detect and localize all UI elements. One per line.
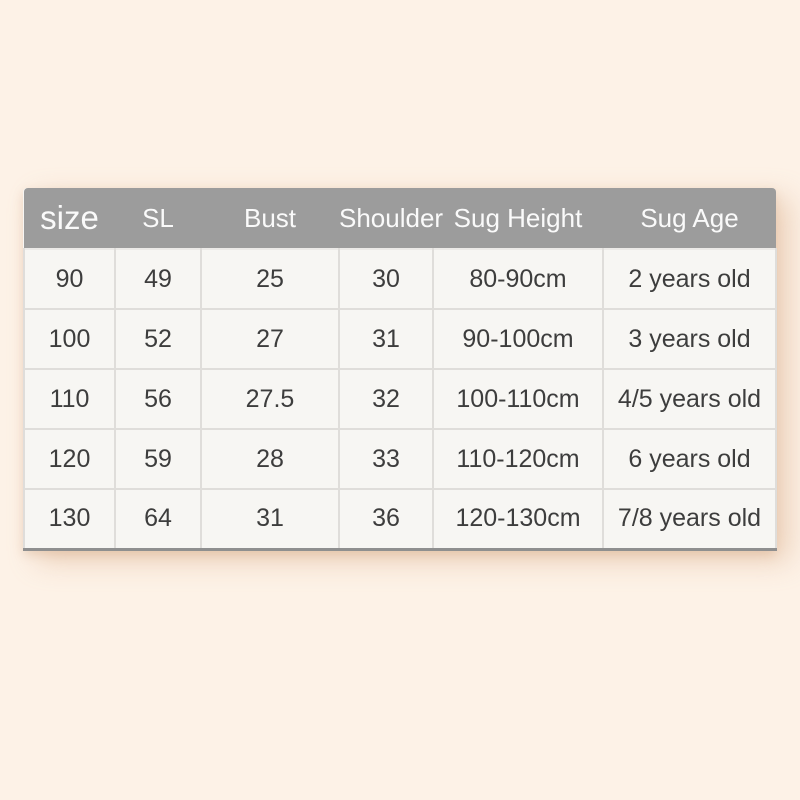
table-cell-size: 90: [23, 248, 116, 310]
table-cell-sug-height: 90-100cm: [433, 309, 604, 370]
table-cell-shoulder: 36: [339, 489, 434, 551]
table-cell-bust: 31: [201, 489, 340, 551]
column-header-sug-age: Sug Age: [603, 188, 776, 249]
table-cell-bust: 25: [201, 248, 340, 310]
column-header-sug-height: Sug Height: [433, 188, 603, 249]
table-row: 120 59 28 33 110-120cm 6 years old: [23, 429, 777, 490]
table-cell-bust: 28: [201, 429, 340, 490]
table-cell-sug-height: 120-130cm: [433, 489, 604, 551]
table-cell-bust: 27.5: [201, 369, 340, 430]
table-header: size SL Bust Shoulder Sug Height Sug Age: [24, 188, 776, 249]
table-row: 100 52 27 31 90-100cm 3 years old: [23, 309, 777, 370]
table-row: 130 64 31 36 120-130cm 7/8 years old: [23, 489, 777, 551]
header-row: size SL Bust Shoulder Sug Height Sug Age: [24, 188, 776, 249]
column-header-sl: SL: [115, 188, 201, 249]
table-cell-size: 110: [23, 369, 116, 430]
table-cell-sug-age: 6 years old: [603, 429, 777, 490]
column-header-bust: Bust: [201, 188, 339, 249]
table-cell-sl: 56: [115, 369, 202, 430]
column-header-shoulder: Shoulder: [339, 188, 443, 249]
table-cell-sug-height: 100-110cm: [433, 369, 604, 430]
table-cell-size: 120: [23, 429, 116, 490]
table-cell-shoulder: 30: [339, 248, 434, 310]
size-chart-table: size SL Bust Shoulder Sug Height Sug Age 90 49…: [23, 188, 777, 551]
table-cell-shoulder: 31: [339, 309, 434, 370]
table-row: 90 49 25 30 80-90cm 2 years old: [23, 248, 777, 310]
table-cell-sug-height: 80-90cm: [433, 248, 604, 310]
table-cell-sug-height: 110-120cm: [433, 429, 604, 490]
table-cell-sug-age: 3 years old: [603, 309, 777, 370]
table-cell-sl: 52: [115, 309, 202, 370]
table-cell-sug-age: 7/8 years old: [603, 489, 777, 551]
table-row: 110 56 27.5 32 100-110cm 4/5 years old: [23, 369, 777, 430]
table-cell-sug-age: 2 years old: [603, 248, 777, 310]
table-body: 90 49 25 30 80-90cm 2 years old 100 52 27 31 90-10…: [23, 248, 777, 551]
table-cell-sl: 64: [115, 489, 202, 551]
table-cell-shoulder: 32: [339, 369, 434, 430]
table-cell-size: 130: [23, 489, 116, 551]
table-cell-bust: 27: [201, 309, 340, 370]
size-chart-card: size SL Bust Shoulder Sug Height Sug Age 90 49…: [23, 188, 777, 551]
table-cell-size: 100: [23, 309, 116, 370]
table-cell-sl: 49: [115, 248, 202, 310]
table-cell-shoulder: 33: [339, 429, 434, 490]
table-cell-sug-age: 4/5 years old: [603, 369, 777, 430]
table-cell-sl: 59: [115, 429, 202, 490]
column-header-size: size: [24, 188, 115, 249]
